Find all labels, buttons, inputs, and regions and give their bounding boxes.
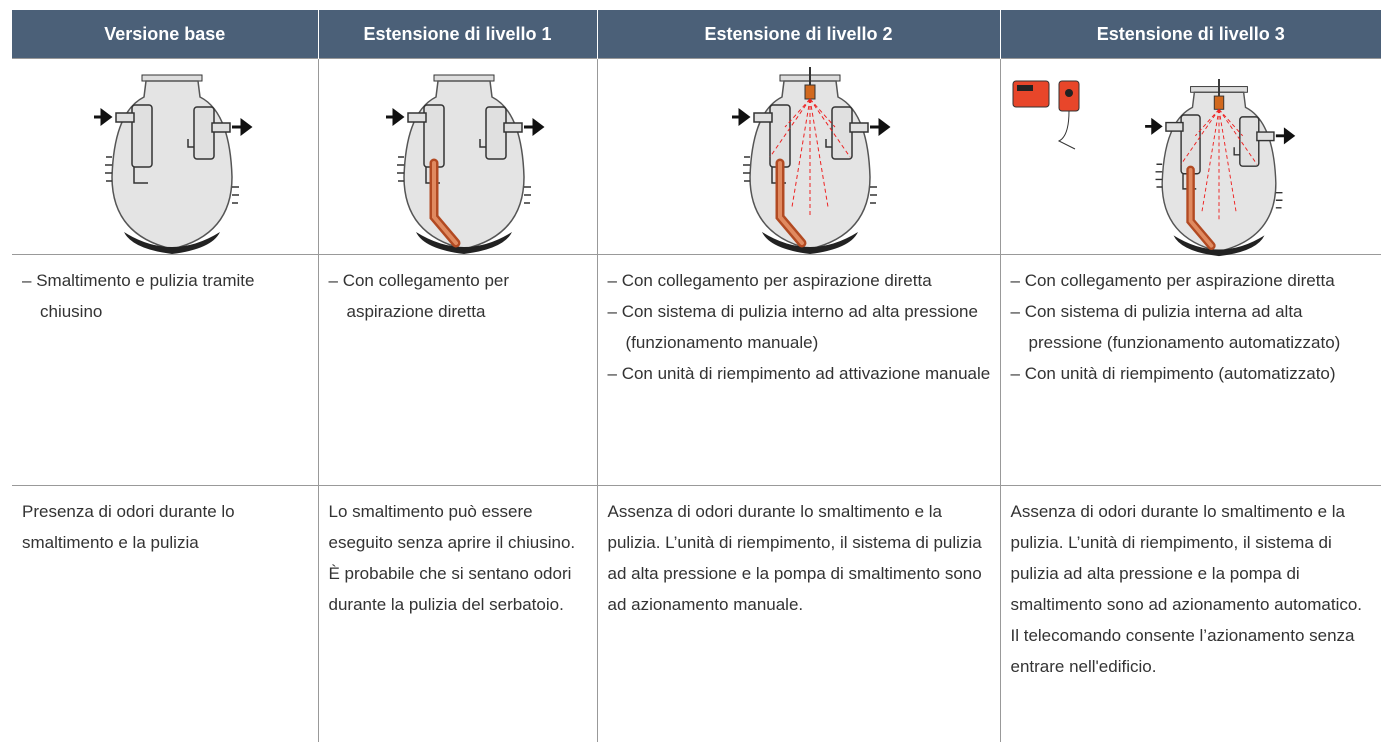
description-cell: Presenza di odori durante lo smaltimento… <box>12 486 318 742</box>
features-cell: Smaltimento e pulizia tramite chiusino <box>12 255 318 486</box>
image-row <box>12 59 1381 255</box>
description-text: È probabile che si sentano odori durante… <box>329 558 591 620</box>
features-row: Smaltimento e pulizia tramite chiusino Co… <box>12 255 1381 486</box>
feature-item: Con unità di riempimento (automatizzato) <box>1011 358 1376 389</box>
tank-diagram <box>1119 79 1319 259</box>
features-cell: Con collegamento per aspirazione diretta… <box>1000 255 1381 486</box>
feature-list: Con collegamento per aspirazione diretta… <box>608 265 994 389</box>
column-header: Versione base <box>12 10 318 59</box>
image-cell <box>12 59 318 255</box>
description-cell: Lo smaltimento può essere eseguito senza… <box>318 486 597 742</box>
tank-diagram <box>364 67 564 257</box>
column-header: Estensione di livello 3 <box>1000 10 1381 59</box>
description-text: Presenza di odori durante lo smaltimento… <box>22 496 312 558</box>
image-cell <box>597 59 1000 255</box>
feature-list: Con collegamento per aspirazione diretta <box>329 265 591 327</box>
tank-diagram <box>72 67 272 257</box>
feature-item: Con unità di riempimento ad attivazione … <box>608 358 994 389</box>
description-row: Presenza di odori durante lo smaltimento… <box>12 486 1381 742</box>
feature-list: Con collegamento per aspirazione diretta… <box>1011 265 1376 389</box>
control-units <box>1011 71 1091 151</box>
description-text: Assenza di odori durante lo smaltimento … <box>608 496 994 620</box>
column-header: Estensione di livello 2 <box>597 10 1000 59</box>
feature-item: Con collegamento per aspirazione diretta <box>1011 265 1376 296</box>
feature-item: Con collegamento per aspirazione diretta <box>608 265 994 296</box>
tank-diagram <box>710 67 910 257</box>
feature-item: Con sistema di pulizia interno ad alta p… <box>608 296 994 358</box>
features-cell: Con collegamento per aspirazione diretta <box>318 255 597 486</box>
features-cell: Con collegamento per aspirazione diretta… <box>597 255 1000 486</box>
feature-list: Smaltimento e pulizia tramite chiusino <box>22 265 312 327</box>
image-cell <box>1000 59 1381 255</box>
description-cell: Assenza di odori durante lo smaltimento … <box>1000 486 1381 742</box>
description-text: Lo smaltimento può essere eseguito senza… <box>329 496 591 558</box>
feature-item: Con sistema di pulizia interna ad alta p… <box>1011 296 1376 358</box>
description-text: Assenza di odori durante lo smaltimento … <box>1011 496 1376 682</box>
column-header: Estensione di livello 1 <box>318 10 597 59</box>
description-cell: Assenza di odori durante lo smaltimento … <box>597 486 1000 742</box>
image-cell <box>318 59 597 255</box>
feature-item: Con collegamento per aspirazione diretta <box>329 265 591 327</box>
feature-item: Smaltimento e pulizia tramite chiusino <box>22 265 312 327</box>
